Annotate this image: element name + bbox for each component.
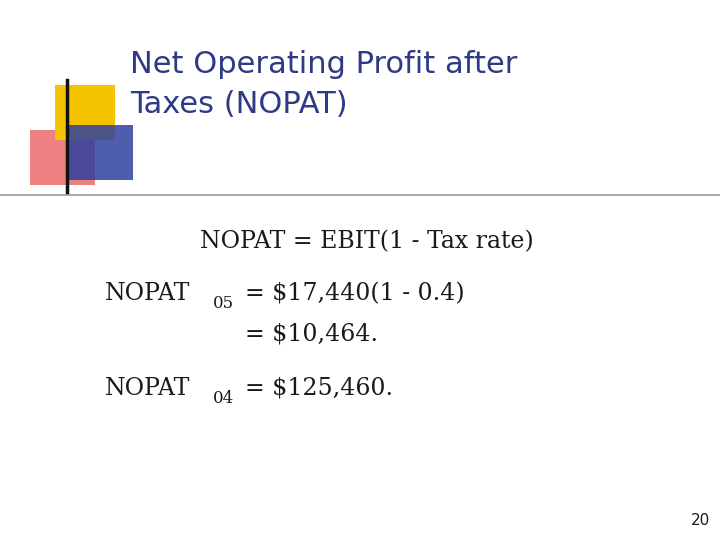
Text: = $10,464.: = $10,464. bbox=[245, 322, 378, 345]
Text: Net Operating Profit after: Net Operating Profit after bbox=[130, 50, 518, 79]
Text: 05: 05 bbox=[213, 295, 234, 312]
Text: = $125,460.: = $125,460. bbox=[245, 377, 393, 400]
Text: NOPAT: NOPAT bbox=[105, 282, 190, 305]
Text: 04: 04 bbox=[213, 390, 234, 407]
FancyBboxPatch shape bbox=[55, 85, 115, 140]
FancyBboxPatch shape bbox=[68, 125, 133, 180]
Text: NOPAT: NOPAT bbox=[105, 377, 190, 400]
Text: Taxes (NOPAT): Taxes (NOPAT) bbox=[130, 90, 348, 119]
Text: = $17,440(1 - 0.4): = $17,440(1 - 0.4) bbox=[245, 282, 464, 305]
Text: 20: 20 bbox=[690, 513, 710, 528]
FancyBboxPatch shape bbox=[30, 130, 95, 185]
Text: NOPAT = EBIT(1 - Tax rate): NOPAT = EBIT(1 - Tax rate) bbox=[200, 230, 534, 253]
